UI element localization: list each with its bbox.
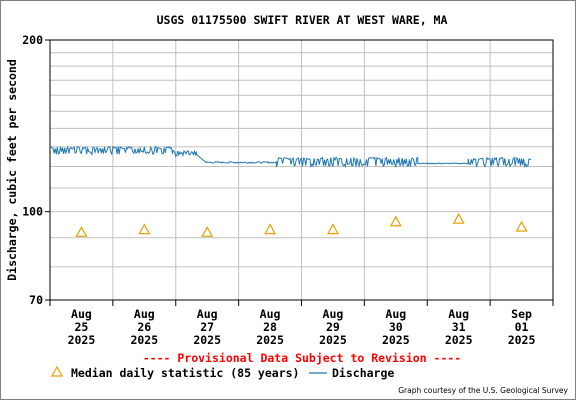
y-axis: 200 100 70 [22, 33, 50, 307]
x-tick-label: 30 [389, 320, 403, 334]
median-point [201, 226, 214, 237]
x-tick-label: 2025 [382, 333, 410, 347]
legend-median-triangle-icon [50, 365, 64, 377]
x-tick-label: 28 [263, 320, 277, 334]
x-tick-label: 29 [326, 320, 340, 334]
x-tick-label: 25 [75, 320, 89, 334]
chart-grid [50, 40, 553, 300]
discharge-series [49, 145, 532, 169]
x-tick-label: 31 [452, 320, 466, 334]
x-tick-label: Aug [134, 307, 155, 321]
x-tick-label: Aug [448, 307, 469, 321]
y-axis-label: Discharge, cubic feet per second [5, 59, 19, 281]
chart-title: USGS 01175500 SWIFT RIVER AT WEST WARE, … [157, 13, 448, 27]
x-tick-label: Aug [323, 307, 344, 321]
legend-median-label: Median daily statistic (85 years) [71, 366, 299, 380]
x-tick-label: Aug [197, 307, 218, 321]
x-tick-label: 26 [137, 320, 151, 334]
median-point [264, 223, 277, 235]
median-series [75, 212, 528, 237]
legend-discharge-label: Discharge [332, 366, 394, 380]
median-point [452, 212, 465, 224]
x-tick-label: Aug [71, 307, 92, 321]
x-tick-label: 2025 [193, 333, 221, 347]
median-point [75, 226, 88, 237]
provisional-notice: ---- Provisional Data Subject to Revisio… [143, 351, 462, 365]
legend: Median daily statistic (85 years) Discha… [50, 365, 394, 380]
x-tick-label: 27 [200, 320, 214, 334]
discharge-line [49, 145, 532, 169]
x-tick-label: Aug [260, 307, 281, 321]
credit-text: Graph courtesy of the U.S. Geological Su… [398, 386, 568, 395]
x-tick-label: 2025 [319, 333, 347, 347]
y-tick-label: 100 [22, 205, 43, 219]
y-tick-label: 200 [22, 33, 43, 47]
x-tick-label: 2025 [68, 333, 96, 347]
median-point [515, 220, 528, 232]
x-tick-label: 01 [515, 320, 529, 334]
median-point [389, 215, 402, 227]
x-tick-label: 2025 [508, 333, 536, 347]
x-axis: Aug252025Aug262025Aug272025Aug282025Aug2… [49, 300, 554, 347]
median-point [138, 223, 151, 235]
x-tick-label: Aug [385, 307, 406, 321]
y-tick-label: 70 [29, 293, 43, 307]
x-tick-label: 2025 [445, 333, 473, 347]
x-tick-label: 2025 [130, 333, 158, 347]
x-tick-label: 2025 [256, 333, 284, 347]
x-tick-label: Sep [511, 307, 532, 321]
median-point [326, 223, 339, 235]
